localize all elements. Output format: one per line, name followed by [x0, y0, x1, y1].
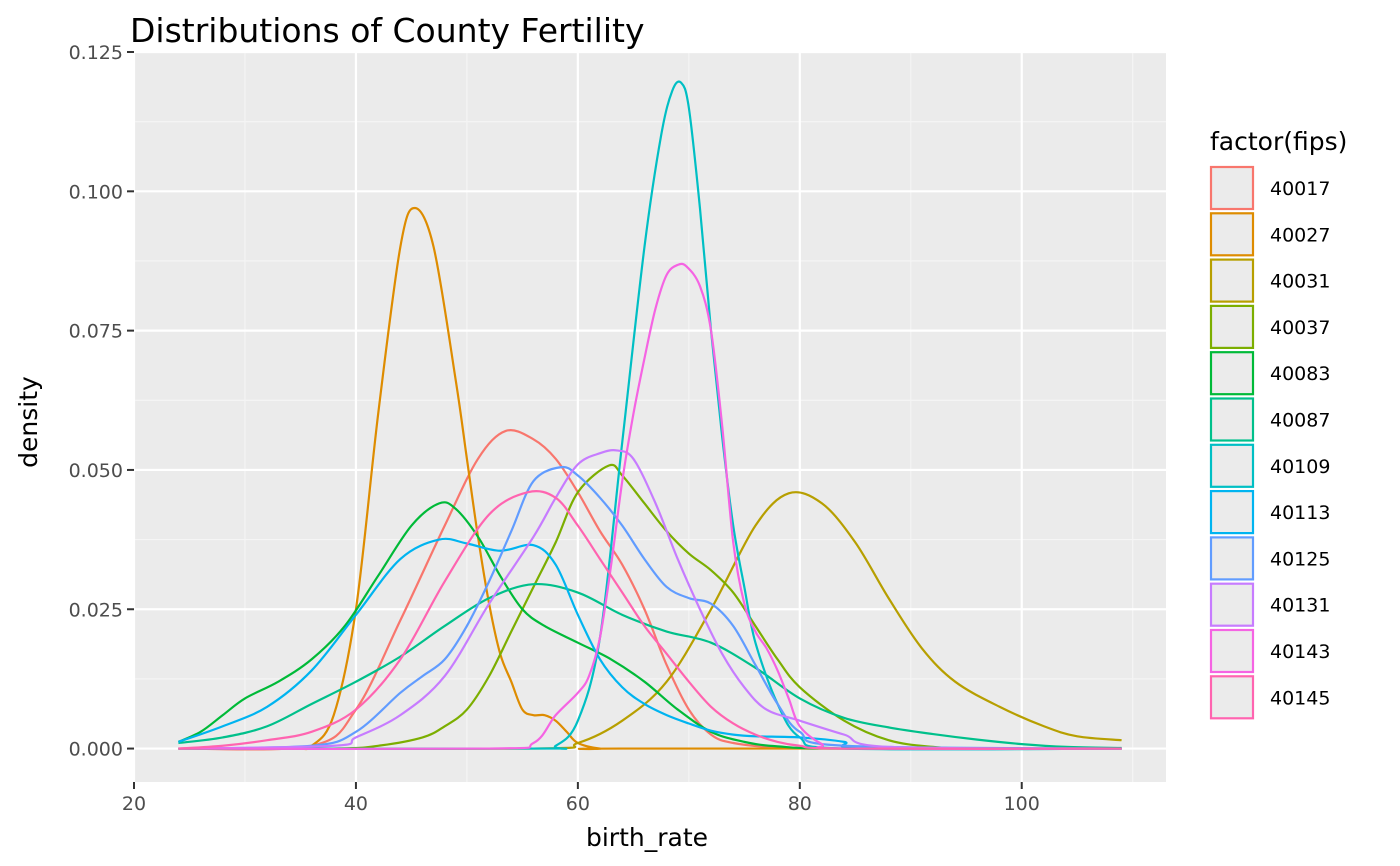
- density-line-40145: [178, 490, 1122, 750]
- legend-key-40087: [1209, 397, 1255, 442]
- y-tick-label: 0.100: [69, 181, 123, 203]
- density-line-40143: [178, 262, 1122, 751]
- legend-label-40143: 40143: [1270, 641, 1330, 663]
- plot-panel: [134, 52, 1166, 782]
- x-tick-label: 80: [788, 793, 812, 815]
- legend-key-40109: [1209, 443, 1255, 488]
- legend-label-40131: 40131: [1270, 595, 1330, 617]
- chart-title: Distributions of County Fertility: [130, 11, 644, 50]
- legend-key-40113: [1209, 490, 1255, 535]
- legend-label-40109: 40109: [1270, 456, 1330, 478]
- legend-label-40087: 40087: [1270, 410, 1330, 432]
- x-tick-label: 20: [122, 793, 146, 815]
- legend-label-40145: 40145: [1270, 687, 1330, 709]
- y-tick-label: 0.075: [69, 321, 123, 343]
- legend-key-40143: [1209, 628, 1255, 674]
- legend-label-40113: 40113: [1270, 502, 1330, 524]
- density-line-40087: [178, 582, 1122, 750]
- x-tick-label: 40: [344, 793, 368, 815]
- legend: factor(fips) 40017 40027 40031 40037 40083 40…: [1209, 127, 1347, 720]
- legend-key-40083: [1209, 351, 1255, 396]
- density-line-40017: [178, 429, 1122, 751]
- density-line-40125: [178, 465, 1122, 750]
- density-line-40031: [178, 491, 1122, 751]
- legend-key-40031: [1209, 258, 1255, 303]
- legend-label-40027: 40027: [1270, 224, 1330, 246]
- density-line-40037: [178, 463, 1122, 750]
- legend-label-40031: 40031: [1270, 271, 1330, 293]
- series-layer: [177, 80, 1122, 751]
- legend-key-40027: [1209, 212, 1255, 257]
- x-axis-label: birth_rate: [586, 823, 708, 852]
- legend-key-40145: [1209, 675, 1255, 720]
- y-tick-label: 0.025: [69, 599, 123, 621]
- y-tick-label: 0.000: [69, 739, 123, 761]
- legend-key-40037: [1209, 304, 1255, 349]
- x-tick-label: 60: [566, 793, 590, 815]
- grid-major: [132, 50, 1166, 782]
- density-line-40113: [178, 537, 1122, 751]
- y-axis-label: density: [14, 376, 43, 468]
- y-axis: 0.000 0.025 0.050 0.075 0.100 0.125: [69, 42, 134, 761]
- legend-key-40017: [1209, 165, 1255, 211]
- legend-key-40125: [1209, 536, 1255, 581]
- legend-key-40131: [1209, 582, 1255, 627]
- legend-title: factor(fips): [1210, 127, 1347, 156]
- y-tick-label: 0.050: [69, 460, 123, 482]
- legend-label-40083: 40083: [1270, 363, 1330, 385]
- legend-label-40125: 40125: [1270, 548, 1330, 570]
- x-tick-label: 100: [1004, 793, 1040, 815]
- legend-label-40017: 40017: [1270, 178, 1330, 200]
- density-line-40083: [177, 501, 1122, 750]
- legend-label-40037: 40037: [1270, 317, 1330, 339]
- x-axis: 20 40 60 80 100: [122, 782, 1040, 815]
- y-tick-label: 0.125: [69, 42, 123, 64]
- grid-minor: [134, 52, 1166, 782]
